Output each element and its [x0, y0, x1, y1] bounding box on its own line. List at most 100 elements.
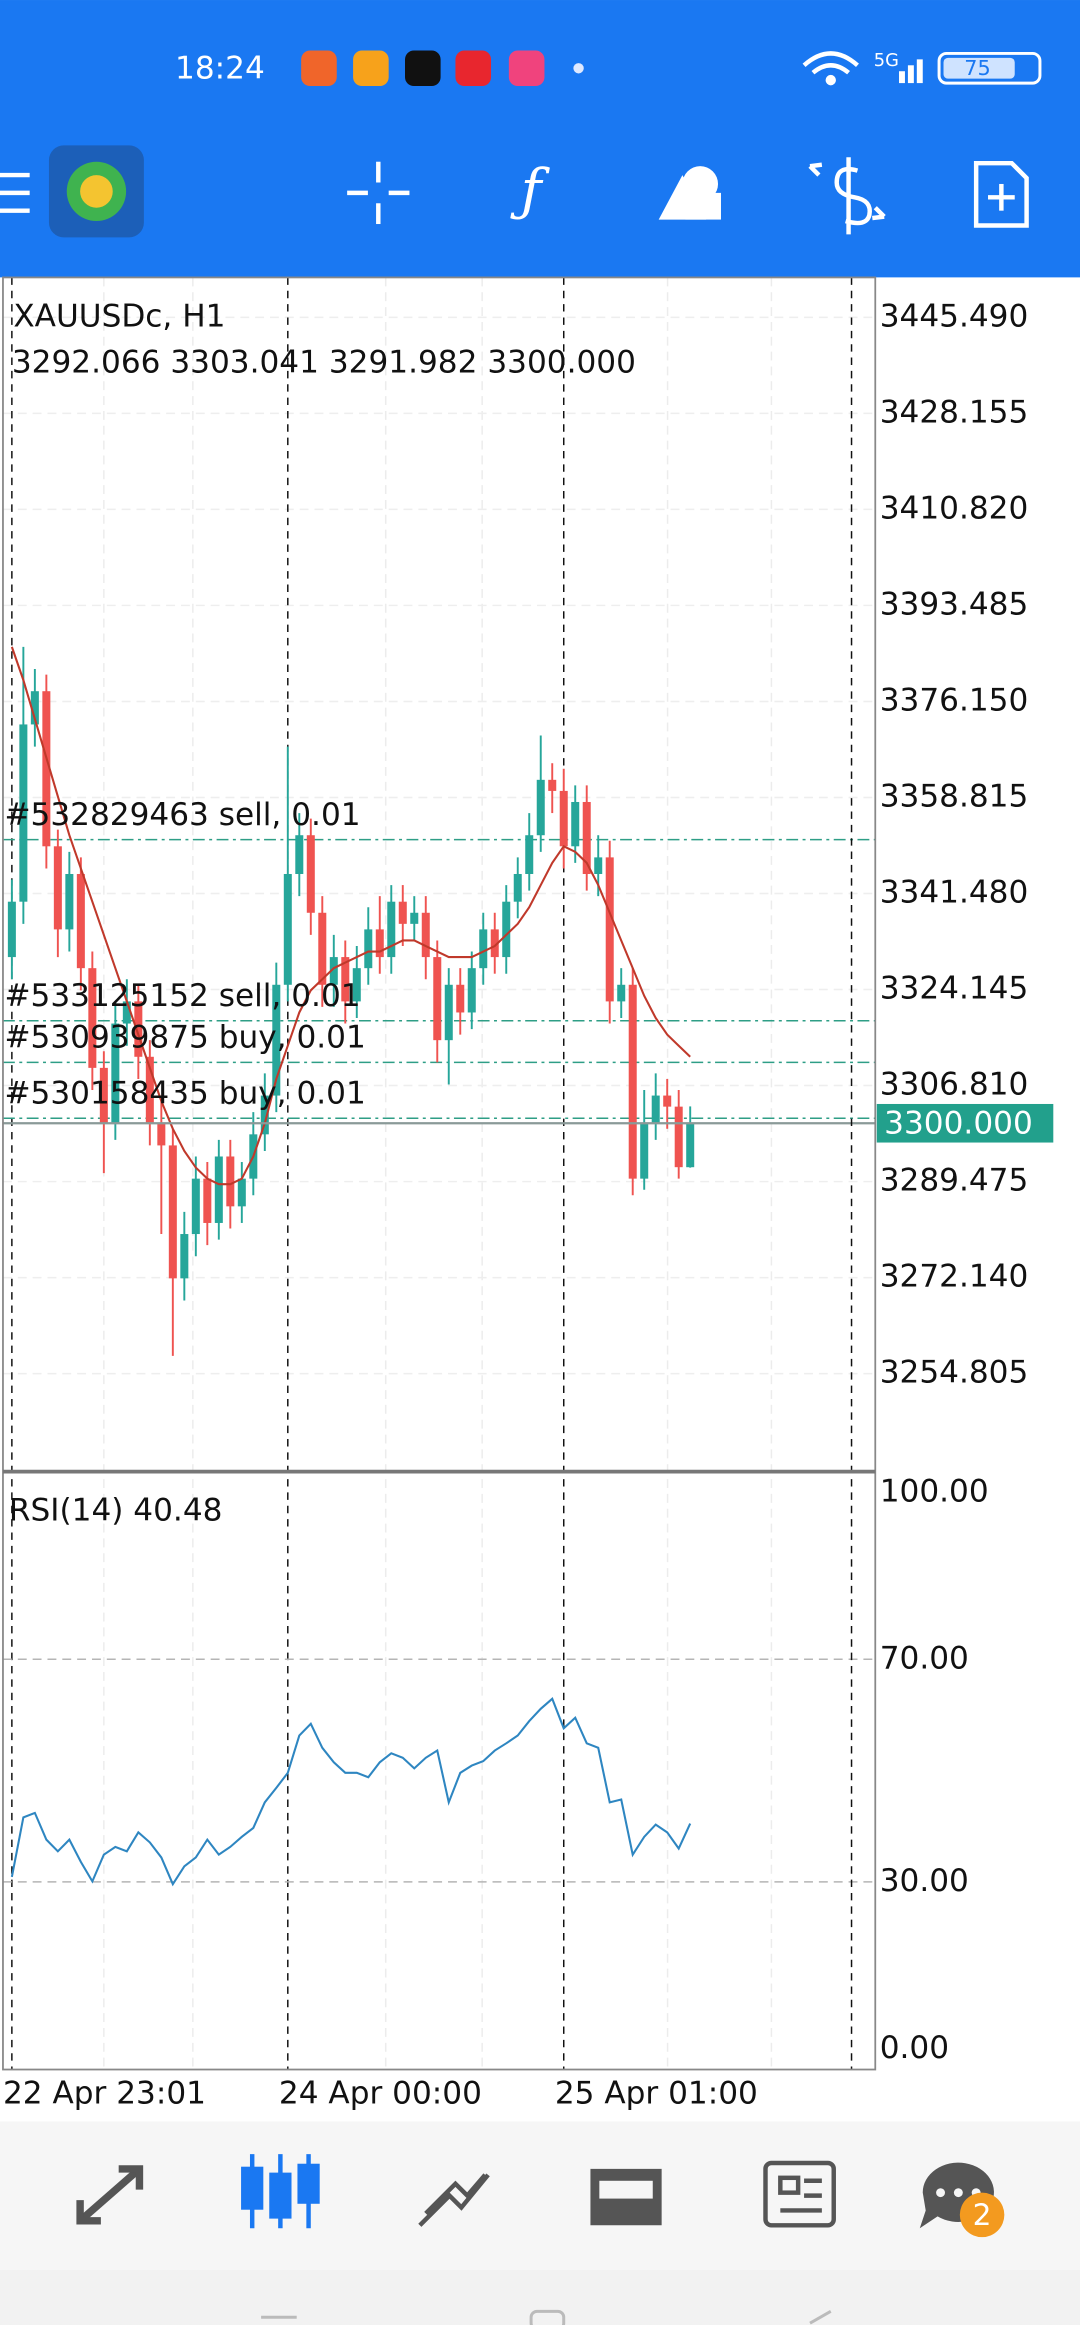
- vertical-grid: [103, 277, 773, 2070]
- candle-body: [180, 1234, 189, 1279]
- candle-body: [421, 912, 430, 958]
- candle-body: [651, 1095, 660, 1124]
- bottom-nav: [0, 2121, 1080, 2270]
- candle-body: [559, 790, 568, 847]
- candle-body: [65, 873, 74, 930]
- quotes-tab[interactable]: [76, 2165, 144, 2225]
- objects-button[interactable]: [658, 166, 721, 220]
- y-tick-label: 3289.475: [880, 1163, 1029, 1199]
- candle-body: [513, 873, 522, 902]
- candle-body: [536, 779, 545, 836]
- candle-body: [502, 901, 511, 958]
- battery-text: 75: [964, 56, 990, 80]
- news-tab[interactable]: [763, 2160, 836, 2228]
- candle-body: [433, 957, 442, 1041]
- trade-tab[interactable]: [418, 2173, 490, 2227]
- chat-tab[interactable]: [919, 2162, 1005, 2238]
- plot-frame: [2, 276, 877, 2071]
- last-price-box: [876, 1103, 1054, 1143]
- candle-body: [329, 957, 338, 985]
- candle-body: [341, 957, 350, 1002]
- y-tick-label: 0.00: [880, 2030, 949, 2066]
- y-tick-label: 3306.810: [880, 1067, 1029, 1103]
- candle-body: [318, 912, 327, 985]
- gesture-bar: [0, 2269, 1080, 2325]
- chart-tab[interactable]: [241, 2154, 320, 2229]
- history-tab[interactable]: [590, 2168, 662, 2226]
- y-tick-label: 3376.150: [880, 682, 1029, 718]
- clock: 18:24: [175, 51, 265, 87]
- y-tick-label: 30.00: [880, 1863, 969, 1899]
- candle-body: [226, 1156, 235, 1207]
- candle-body: [548, 779, 557, 791]
- battery-level: [943, 57, 1015, 79]
- candle-body: [168, 1145, 177, 1279]
- last-price-label: 3300.000: [884, 1106, 1033, 1142]
- y-tick-label: 3358.815: [880, 778, 1029, 814]
- x-tick-label: 25 Apr 01:00: [555, 2076, 758, 2112]
- system-nav: [261, 2309, 832, 2325]
- chart-title: RSI(14) 40.48: [9, 1493, 223, 1529]
- plot-layer: [2, 277, 876, 2070]
- candle-body: [203, 1178, 212, 1223]
- moving-average: [10, 646, 691, 1186]
- candle-body: [214, 1156, 223, 1223]
- candle-body: [19, 724, 28, 902]
- candle-body: [490, 929, 499, 958]
- chart-title: XAUUSDc, H1: [13, 298, 225, 334]
- candle-body: [88, 968, 97, 1068]
- candle-body: [398, 901, 407, 924]
- ohlc-info: 3292.066 3303.041 3291.982 3300.000: [12, 344, 636, 380]
- battery: [937, 51, 1042, 85]
- menu-button[interactable]: [0, 172, 30, 213]
- y-tick-label: 3254.805: [880, 1355, 1029, 1391]
- candle-body: [364, 929, 373, 969]
- y-tick-label: 3324.145: [880, 971, 1029, 1007]
- x-tick-label: 24 Apr 00:00: [279, 2076, 482, 2112]
- network-type: 5G: [874, 50, 899, 71]
- app-header: [0, 0, 1080, 278]
- candle-body: [674, 1106, 683, 1168]
- candle-body: [272, 984, 281, 1096]
- candle-body: [122, 1001, 131, 1024]
- label-layer: XAUUSDc, H1 3292.066 3303.041 3291.982 33…: [3, 298, 1054, 2112]
- candle-body: [352, 968, 361, 1002]
- chart-area: [0, 277, 1080, 2122]
- candle-body: [375, 929, 384, 958]
- y-tick-label: 70.00: [880, 1640, 969, 1676]
- candle-body: [525, 835, 534, 874]
- candle-body: [686, 1123, 695, 1168]
- candle-body: [111, 1023, 120, 1124]
- new-order-button[interactable]: [973, 160, 1029, 228]
- candle-body: [99, 1067, 108, 1124]
- candle-body: [444, 984, 453, 1041]
- candle-body: [283, 873, 292, 985]
- order-label: #530939875 buy, 0.01: [4, 1020, 365, 1056]
- trade-button[interactable]: [808, 157, 886, 235]
- chat-badge: 2: [973, 2197, 992, 2232]
- x-tick-label: 22 Apr 23:01: [3, 2076, 206, 2112]
- candle-body: [467, 968, 476, 1013]
- candle-body: [145, 1056, 154, 1124]
- candle-body: [157, 1123, 166, 1146]
- candle-body: [582, 801, 591, 874]
- candle-body: [456, 984, 465, 1013]
- candle-body: [134, 1001, 143, 1057]
- y-tick-label: 100.00: [880, 1473, 989, 1509]
- notification-icons: [301, 50, 584, 87]
- rsi-line: [10, 1697, 692, 1887]
- candle-body: [7, 901, 16, 958]
- candle-body: [640, 1123, 649, 1179]
- candle-body: [663, 1095, 672, 1107]
- candle-body: [42, 691, 51, 847]
- wifi-icon: [802, 51, 859, 86]
- candle-body: [191, 1178, 200, 1235]
- candle-body: [571, 801, 580, 847]
- candle-body: [479, 929, 488, 969]
- candle-body: [594, 857, 603, 874]
- signal-icon: [899, 59, 923, 84]
- y-tick-label: 3341.480: [880, 874, 1029, 910]
- candle-body: [260, 1095, 269, 1135]
- y-tick-label: 3393.485: [880, 586, 1029, 622]
- crosshair-button[interactable]: [347, 161, 410, 225]
